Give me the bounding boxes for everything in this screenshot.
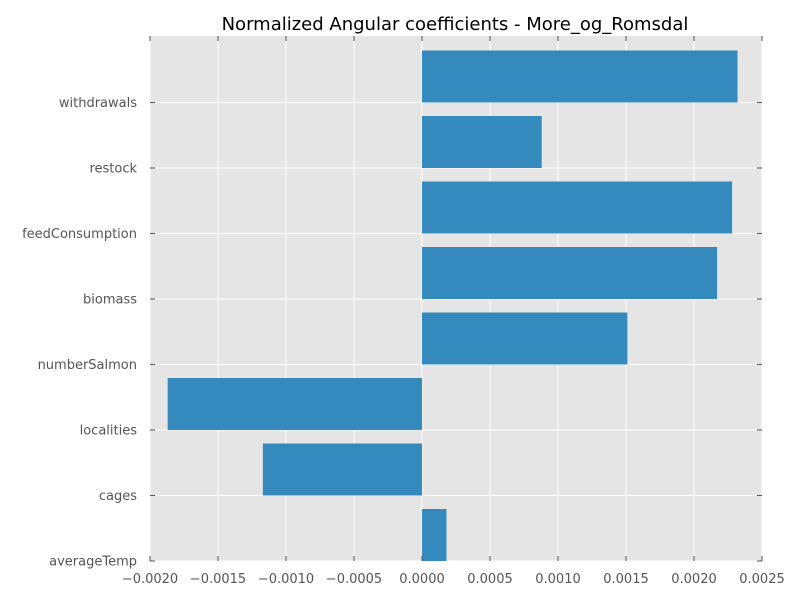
x-tick-label: 0.0025: [739, 572, 785, 587]
bar-biomass: [422, 247, 718, 299]
x-tick-labels: −0.0020 −0.0015 −0.0010 −0.0005 0.0000 0.0005…: [122, 572, 785, 587]
bar-cages: [262, 443, 422, 496]
x-tick-label: −0.0015: [190, 572, 246, 587]
y-tick-label-localities: localities: [80, 424, 138, 439]
x-tick-label: −0.0005: [326, 572, 382, 587]
y-tick-label-biomass: biomass: [83, 293, 137, 308]
tick-marks: [149, 36, 763, 562]
y-tick-label-restock: restock: [89, 162, 137, 177]
x-tick-label: 0.0000: [399, 572, 445, 587]
x-tick-label: 0.0010: [535, 572, 581, 587]
bar-numberSalmon: [422, 312, 628, 365]
x-tick-label: 0.0015: [603, 572, 649, 587]
bar-averageTemp: [422, 509, 447, 561]
x-tick-label: −0.0010: [258, 572, 314, 587]
x-tick-label: 0.0005: [467, 572, 513, 587]
x-tick-label: 0.0020: [671, 572, 717, 587]
bar-localities: [167, 378, 422, 430]
bar-withdrawals: [422, 50, 738, 103]
y-tick-labels: averageTemp cages localities numberSalmon bi…: [22, 96, 137, 570]
y-tick-label-averageTemp: averageTemp: [49, 555, 137, 570]
y-tick-label-withdrawals: withdrawals: [59, 96, 137, 111]
chart-title: Normalized Angular coefficients - More_o…: [222, 14, 689, 35]
bars: [167, 50, 738, 561]
y-tick-label-feedConsumption: feedConsumption: [22, 227, 137, 242]
x-tick-label: −0.0020: [122, 572, 178, 587]
y-tick-label-cages: cages: [99, 489, 137, 504]
y-tick-label-numberSalmon: numberSalmon: [38, 358, 137, 373]
bar-restock: [422, 116, 542, 168]
bar-feedConsumption: [422, 181, 733, 234]
